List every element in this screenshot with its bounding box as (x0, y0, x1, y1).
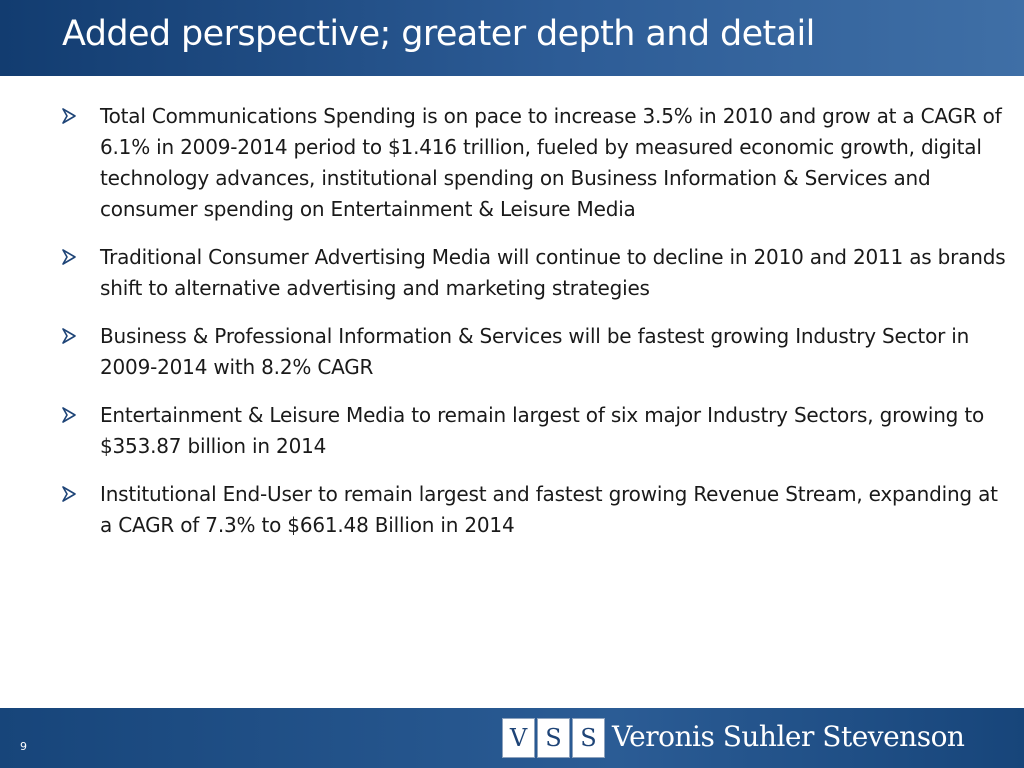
title-bar: Added perspective; greater depth and det… (0, 0, 1024, 76)
bullet-list: Total Communications Spending is on pace… (62, 101, 1007, 558)
bullet-item: Total Communications Spending is on pace… (62, 101, 1007, 225)
logo-letter-box: S (537, 718, 570, 758)
slide-title: Added perspective; greater depth and det… (62, 14, 815, 54)
logo-letter-box: V (502, 718, 535, 758)
page-number: 9 (20, 740, 27, 753)
bullet-item: Institutional End-User to remain largest… (62, 479, 1007, 541)
arrow-bullet-icon (62, 486, 76, 502)
bullet-item: Business & Professional Information & Se… (62, 321, 1007, 383)
arrow-bullet-icon (62, 249, 76, 265)
bullet-item: Entertainment & Leisure Media to remain … (62, 400, 1007, 462)
footer-bar: 9 V S S Veronis Suhler Stevenson (0, 708, 1024, 768)
bullet-text: Traditional Consumer Advertising Media w… (100, 245, 1006, 300)
arrow-bullet-icon (62, 407, 76, 423)
arrow-bullet-icon (62, 108, 76, 124)
bullet-item: Traditional Consumer Advertising Media w… (62, 242, 1007, 304)
logo-wordmark: Veronis Suhler Stevenson (612, 720, 965, 753)
bullet-text: Business & Professional Information & Se… (100, 324, 970, 379)
logo-letter-box: S (572, 718, 605, 758)
bullet-text: Institutional End-User to remain largest… (100, 482, 998, 537)
bullet-text: Total Communications Spending is on pace… (100, 104, 1002, 221)
bullet-text: Entertainment & Leisure Media to remain … (100, 403, 985, 458)
arrow-bullet-icon (62, 328, 76, 344)
